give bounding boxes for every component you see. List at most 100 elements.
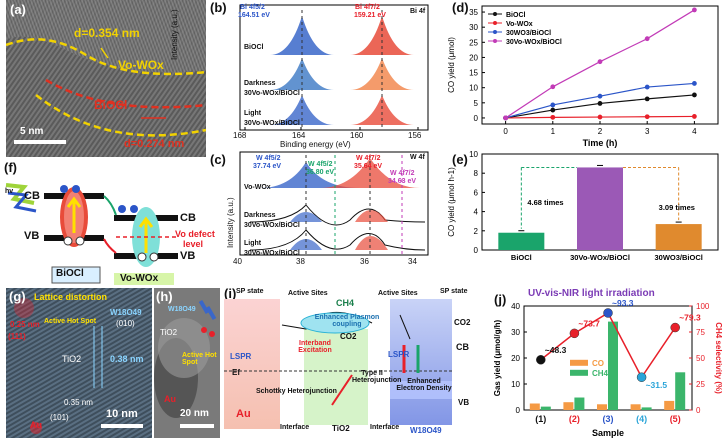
d-legend-marker [493, 39, 497, 43]
d-legend-marker [493, 21, 497, 25]
e-annotation: 3.09 times [659, 203, 695, 212]
xps-bi4f-chart [239, 4, 429, 131]
i-plasmon: Enhanced Plasmon coupling [314, 314, 380, 328]
j-ytick-label: 40 [511, 302, 520, 311]
j-bar [529, 403, 540, 410]
d-ytick-label: 35 [469, 8, 478, 17]
bi-xtick-2: 160 [350, 131, 364, 140]
i-tio2: TiO2 [332, 424, 350, 433]
d-xtick-label: 3 [645, 127, 650, 136]
j-y2tick-label: 0 [696, 406, 701, 415]
i-cb: CB [456, 342, 469, 352]
i-co2: CO2 [340, 332, 357, 341]
bi-xlabel: Binding energy (eV) [280, 140, 351, 149]
d-xtick-label: 2 [598, 127, 603, 136]
j-bar [641, 407, 652, 410]
w-row-1: Vo-WOx [244, 184, 271, 191]
w-peak3: W 4f7/2 [356, 155, 381, 162]
j-category-label: (2) [569, 414, 580, 424]
w-peak1: W 4f5/2 [256, 155, 281, 162]
d-ytick-label: 30 [469, 23, 478, 32]
material-biocl: BiOCl [94, 98, 128, 112]
g-hotspot: Active Hot Spot [44, 318, 97, 325]
bi-row-1: BiOCl [244, 44, 264, 51]
w-peak1-val: 37.74 eV [253, 163, 282, 170]
label-d: (d) [452, 0, 469, 15]
j-category-label: (3) [603, 414, 614, 424]
d-data-point [644, 114, 650, 120]
w-xtick-1: 38 [296, 257, 305, 266]
d-ylabel: CO yield (μmol) [447, 37, 456, 93]
h-hotspot: Active Hot Spot [182, 352, 217, 366]
j-category-label: (5) [670, 414, 681, 424]
f-mat2: Vo-WOx [120, 273, 159, 284]
f-vb2: VB [180, 250, 196, 262]
j-bar [675, 372, 686, 410]
hrtem-image-g: (g) Lattice distortion Active Hot Spot W… [6, 288, 152, 438]
w-peak3-val: 35.64 eV [354, 163, 383, 170]
tem-image-h: (h) W18O49 TiO2 Active Hot Spot Au 20 nm [154, 288, 220, 438]
e-bar [655, 224, 702, 250]
j-y2tick-label: 25 [696, 380, 705, 389]
j-selectivity-label: ~31.5 [646, 380, 668, 390]
d-data-point [597, 114, 603, 120]
j-legend-label: CH4 [592, 369, 609, 378]
j-bar [608, 321, 618, 410]
d-data-point [503, 115, 508, 121]
label-h: (h) [156, 289, 173, 304]
e-ytick-label: 0 [474, 246, 479, 255]
f-hv: hv [5, 188, 14, 195]
bi-peak2-name: Bi 4f7/2 [355, 4, 380, 11]
w-row-3: 30Vo-WOx/BiOCl [244, 222, 300, 229]
d-data-point [692, 114, 697, 119]
hrtem-texture-g [6, 288, 152, 438]
i-schottky: Schottky Heterojunction [256, 388, 337, 395]
h-scale: 20 nm [180, 408, 209, 419]
d-data-point [644, 36, 650, 42]
f-cb2: CB [180, 212, 196, 224]
bi-row-3: 30Vo-WOx/BiOCl [244, 90, 300, 97]
e-annotation: 4.68 times [527, 198, 563, 207]
j-y2label: CH4 selectivity (%) [714, 322, 723, 394]
j-ytick-label: 20 [511, 354, 520, 363]
e-ytick-label: 8 [474, 169, 479, 178]
j-bar [574, 397, 585, 410]
j-legend-label: CO [592, 359, 604, 368]
j-selectivity-point [536, 355, 546, 365]
label-c: (c) [210, 152, 226, 167]
j-ytick-label: 0 [516, 406, 521, 415]
d-ytick-label: 0 [474, 114, 479, 123]
w-row-4: Light [244, 240, 262, 247]
j-selectivity-label: ~93.3 [612, 298, 634, 308]
g-plane3: (111) [8, 332, 26, 341]
j-selectivity-label: ~73.7 [578, 318, 600, 328]
e-category-label: BiOCl [511, 253, 532, 262]
d-xtick-label: 4 [692, 127, 697, 136]
d-legend-label: BiOCl [506, 12, 526, 19]
i-as2: Active Sites [378, 290, 418, 297]
g-lattice: Lattice distortion [34, 292, 108, 302]
d-ytick-label: 20 [469, 53, 478, 62]
bi-xtick-1: 164 [292, 131, 306, 140]
j-selectivity-point [670, 322, 680, 333]
w-peak4-val: 34.63 eV [388, 178, 417, 185]
d-legend-label: 30Vo-WOx/BiOCl [506, 39, 562, 46]
g-d2: 0.35 nm [64, 398, 93, 407]
co-yield-line-chart: 0 5 10 15 20 25 30 35 0 1 2 3 4 Time (h) CO yield (μmo… [447, 5, 719, 148]
g-tio2: TiO2 [62, 354, 82, 364]
w-row-2: Darkness [244, 212, 276, 219]
w-peak4: W 4f7/2 [390, 170, 415, 177]
e-bar [498, 232, 545, 250]
i-au: Au [236, 408, 251, 420]
d-data-point [597, 59, 603, 65]
j-selectivity-point [603, 308, 613, 318]
bi-xtick-3: 156 [408, 131, 422, 140]
j-bar [630, 404, 641, 410]
d-legend-marker [493, 12, 497, 16]
w-xtick-3: 34 [408, 257, 417, 266]
e-ytick-label: 10 [469, 150, 478, 159]
j-y2tick-label: 50 [696, 354, 705, 363]
j-legend-swatch [570, 359, 588, 366]
d-ytick-label: 15 [469, 69, 478, 78]
j-xlabel: Sample [592, 428, 624, 438]
